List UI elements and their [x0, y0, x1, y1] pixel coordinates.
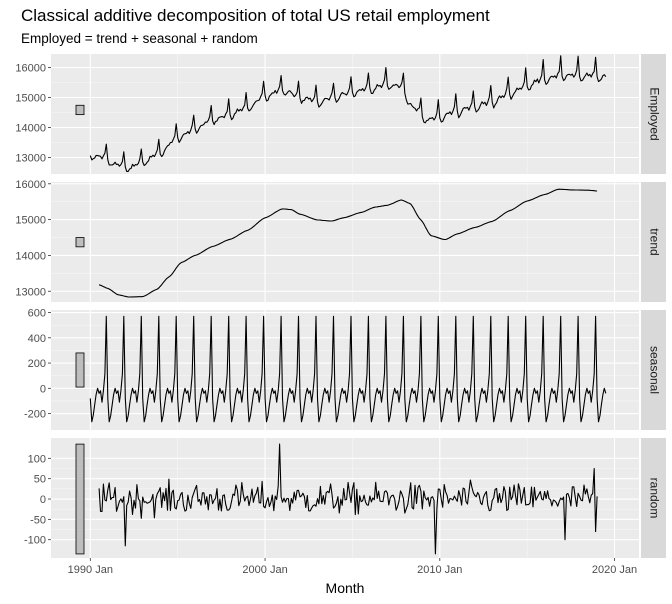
panel-employed: 13000 14000 15000 16000 Employed — [15, 54, 666, 174]
panel-background — [51, 54, 639, 174]
scale-bar — [75, 352, 85, 388]
y-tick-label: 15000 — [15, 93, 46, 105]
series-line-trend — [98, 188, 598, 298]
scale-bar — [75, 104, 85, 116]
series-line-random — [98, 443, 598, 555]
scale-bar — [75, 443, 85, 555]
panel-trend: 13000 14000 15000 16000 trend — [15, 179, 666, 302]
facet-strip — [641, 182, 666, 302]
panels: 13000 14000 15000 16000 Employed 13000 14000 15… — [15, 54, 666, 558]
facet-label: Employed — [647, 87, 661, 140]
y-tick-label: -100 — [24, 535, 46, 547]
panel-background — [51, 310, 639, 430]
x-axis: 1990 Jan 2000 Jan 2010 Jan 2020 Jan — [68, 558, 637, 576]
x-tick-label: 2000 Jan — [242, 564, 287, 576]
panel-random: -100 -50 0 50 100 random — [24, 438, 666, 558]
facet-label: trend — [647, 228, 661, 255]
y-tick-label: 16000 — [15, 179, 46, 191]
y-tick-label: 0 — [40, 383, 46, 395]
y-tick-label: 13000 — [15, 153, 46, 165]
x-tick-label: 1990 Jan — [68, 564, 113, 576]
y-tick-label: 50 — [34, 474, 46, 486]
y-tick-label: -200 — [24, 409, 46, 421]
y-tick-label: 400 — [28, 333, 46, 345]
y-tick-label: 16000 — [15, 63, 46, 75]
y-tick-label: 14000 — [15, 123, 46, 135]
panel-seasonal: -200 0 200 400 600 seasonal — [24, 308, 666, 430]
series-line-employed — [89, 55, 607, 172]
y-tick-label: 14000 — [15, 250, 46, 262]
y-tick-label: 13000 — [15, 286, 46, 298]
x-tick-label: 2010 Jan — [417, 564, 462, 576]
chart-title: Classical additive decomposition of tota… — [21, 6, 490, 25]
x-axis-label: Month — [326, 580, 365, 596]
series-line-seasonal — [89, 315, 607, 423]
y-tick-label: 600 — [28, 308, 46, 320]
y-tick-label: 15000 — [15, 215, 46, 227]
facet-strip — [641, 438, 666, 558]
chart-subtitle: Employed = trend + seasonal + random — [21, 31, 258, 46]
facet-label: seasonal — [647, 346, 661, 394]
y-tick-label: -50 — [30, 514, 46, 526]
y-tick-label: 200 — [28, 358, 46, 370]
panel-background — [51, 182, 639, 302]
facet-strip — [641, 54, 666, 174]
facet-strip — [641, 310, 666, 430]
y-tick-label: 100 — [28, 453, 46, 465]
y-tick-label: 0 — [40, 494, 46, 506]
x-tick-label: 2020 Jan — [592, 564, 637, 576]
facet-label: random — [647, 478, 661, 519]
scale-bar — [75, 237, 85, 248]
